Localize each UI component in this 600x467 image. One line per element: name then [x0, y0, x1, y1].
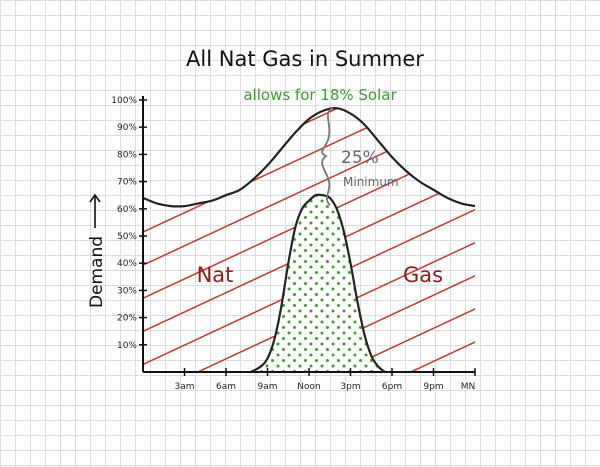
y-tick-label: 20%	[117, 314, 137, 324]
minimum-percent: 25%	[341, 148, 379, 168]
x-tick-label: 9pm	[423, 382, 443, 392]
y-tick-label: 100%	[111, 96, 137, 106]
y-axis-arrow	[89, 193, 101, 228]
x-tick-label: 3am	[174, 382, 194, 392]
chart-title: All Nat Gas in Summer	[186, 47, 424, 71]
x-tick-label: 9am	[257, 382, 277, 392]
y-tick-label: 80%	[117, 150, 137, 160]
minimum-label: Minimum	[343, 175, 399, 189]
y-ticks: 10% 20% 30% 40% 50% 60% 70% 80% 90% 100%	[111, 96, 147, 351]
x-tick-label: Noon	[297, 382, 320, 392]
chart-subtitle: allows for 18% Solar	[243, 86, 397, 104]
y-tick-label: 70%	[117, 178, 137, 188]
nat-gas-curve	[142, 106, 476, 208]
y-tick-label: 90%	[117, 123, 137, 133]
x-tick-label: 6pm	[382, 382, 402, 392]
x-tick-label: MN	[461, 382, 476, 392]
x-ticks: 3am 6am 9am Noon 3pm 6pm 9pm MN	[174, 368, 476, 392]
y-tick-label: 40%	[117, 259, 137, 269]
y-tick-label: 30%	[117, 286, 137, 296]
x-tick-label: 3pm	[340, 382, 360, 392]
minimum-brace	[321, 107, 334, 206]
y-tick-label: 60%	[117, 205, 137, 215]
solar-dots	[250, 194, 386, 372]
y-axis-label: Demand	[87, 236, 107, 308]
region-label-nat: Nat	[197, 263, 234, 287]
minimum-annotation: 25% Minimum	[321, 107, 399, 206]
solar-curve	[250, 193, 386, 373]
y-tick-label: 10%	[117, 341, 137, 351]
y-tick-label: 50%	[117, 232, 137, 242]
x-tick-label: 6am	[216, 382, 236, 392]
region-label-gas: Gas	[403, 263, 443, 287]
